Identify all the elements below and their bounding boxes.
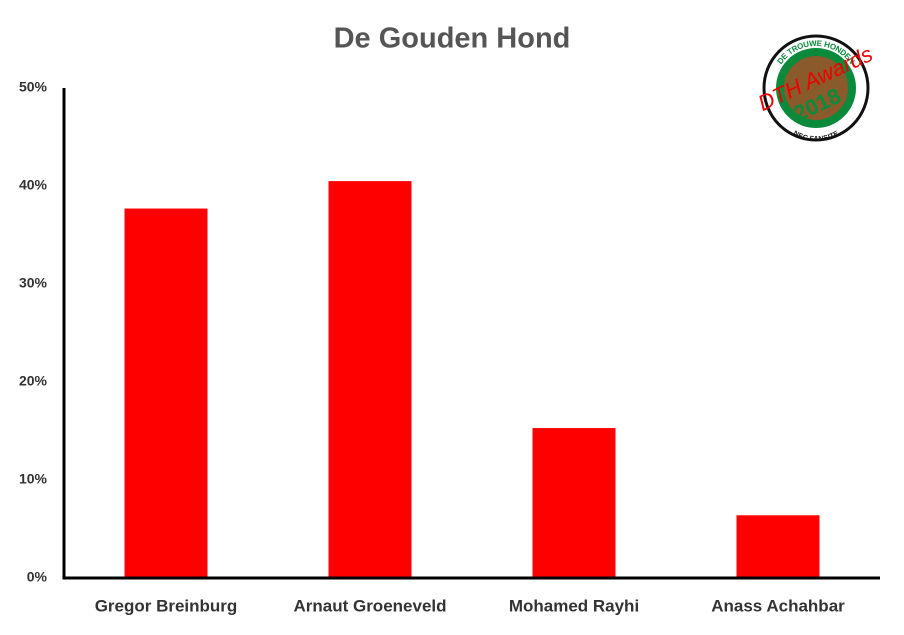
chart-title: De Gouden Hond	[334, 23, 571, 55]
x-tick-label: Gregor Breinburg	[95, 596, 238, 615]
logo: DE TROUWE HONDEN NEC FANSITE DTH Awards …	[754, 34, 877, 143]
bar	[328, 181, 412, 578]
bar	[736, 515, 820, 578]
bar	[532, 428, 616, 578]
y-tick-label: 20%	[19, 373, 48, 389]
bar	[124, 208, 208, 579]
y-tick-label: 10%	[19, 471, 48, 487]
x-tick-label: Mohamed Rayhi	[509, 596, 639, 615]
x-tick-label: Arnaut Groeneveld	[293, 596, 446, 615]
logo-center	[776, 48, 856, 128]
y-tick-label: 50%	[19, 79, 48, 95]
y-tick-label: 0%	[27, 569, 48, 585]
y-tick-label: 40%	[19, 177, 48, 193]
x-tick-label: Anass Achahbar	[711, 596, 845, 615]
y-tick-label: 30%	[19, 275, 48, 291]
